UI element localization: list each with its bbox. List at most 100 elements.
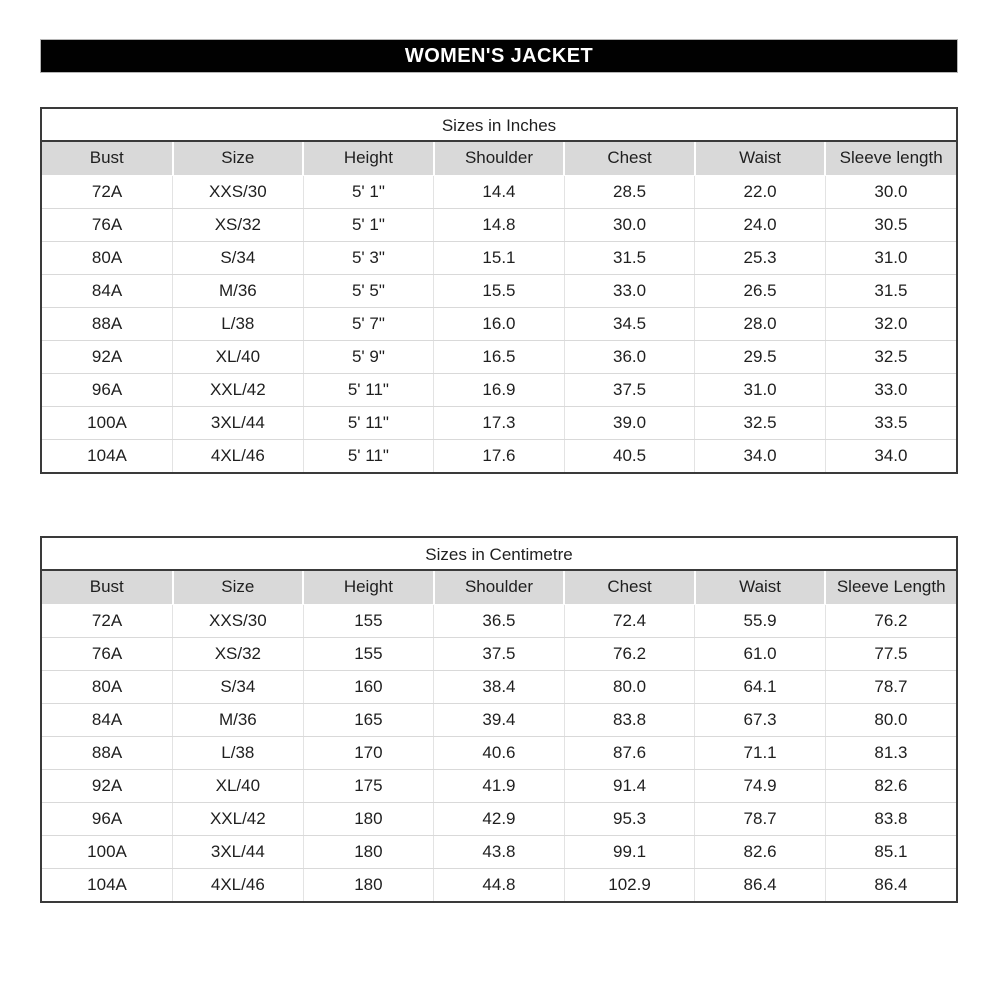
table-cell: 165 <box>303 703 435 737</box>
table-cell: 14.4 <box>433 175 565 209</box>
table-cell: 40.5 <box>564 439 696 472</box>
table-cell: 180 <box>303 802 435 836</box>
table-cell: 61.0 <box>694 637 826 671</box>
table-cell: 71.1 <box>694 736 826 770</box>
table-cell: 5' 3" <box>303 241 435 275</box>
title-banner: WOMEN'S JACKET <box>40 39 958 73</box>
table-row: 96A XXL/42 5' 11" 16.9 37.5 31.0 33.0 <box>42 373 956 407</box>
column-header: Height <box>303 142 435 176</box>
table-cell: 80A <box>42 241 174 275</box>
table-cell: 25.3 <box>694 241 826 275</box>
table-cell: 32.0 <box>825 307 956 341</box>
table-cell: 160 <box>303 670 435 704</box>
table-cell: 96A <box>42 802 174 836</box>
table-cell: XXL/42 <box>172 373 304 407</box>
table-cell: 76.2 <box>564 637 696 671</box>
table-cell: 67.3 <box>694 703 826 737</box>
table-cell: 82.6 <box>825 769 956 803</box>
table-cell: 34.0 <box>694 439 826 472</box>
table-cell: 72A <box>42 604 174 638</box>
table-cell: 76A <box>42 637 174 671</box>
table-cell: 55.9 <box>694 604 826 638</box>
table-cell: 87.6 <box>564 736 696 770</box>
table-row: 92A XL/40 175 41.9 91.4 74.9 82.6 <box>42 769 956 803</box>
table-cell: M/36 <box>172 274 304 308</box>
table-cell: 39.0 <box>564 406 696 440</box>
table-cell: 34.0 <box>874 445 908 465</box>
column-header: Size <box>172 571 305 605</box>
table-cell: S/34 <box>172 670 304 704</box>
table-cell: 16.0 <box>433 307 565 341</box>
centimetre-table-grid: Bust Size Height Shoulder Chest Waist Sleeve L… <box>42 571 956 901</box>
column-header: Bust <box>42 571 174 605</box>
column-header: Chest <box>564 142 696 176</box>
table-row: 72A XXS/30 155 36.5 72.4 55.9 76.2 <box>42 604 956 638</box>
table-cell: 72A <box>42 175 174 209</box>
table-cell: XXS/30 <box>172 175 304 209</box>
table-cell: 16.5 <box>433 340 565 374</box>
table-cell: 38.4 <box>433 670 565 704</box>
table-cell: 17.3 <box>433 406 565 440</box>
table-row: 100A 3XL/44 5' 11" 17.3 39.0 32.5 33.5 <box>42 406 956 440</box>
table-row: 96A XXL/42 180 42.9 95.3 78.7 83.8 <box>42 802 956 836</box>
table-row: 88A L/38 170 40.6 87.6 71.1 81.3 <box>42 736 956 770</box>
table-cell: 5' 7" <box>303 307 435 341</box>
table-cell: 102.9 <box>564 868 696 901</box>
table-cell: 28.0 <box>694 307 826 341</box>
table-cell: 95.3 <box>564 802 696 836</box>
table-row: 92A XL/40 5' 9" 16.5 36.0 29.5 32.5 <box>42 340 956 374</box>
table-cell: 3XL/44 <box>172 406 304 440</box>
table-cell: 22.0 <box>694 175 826 209</box>
table-cell: 96A <box>42 373 174 407</box>
table-cell: 175 <box>303 769 435 803</box>
table-cell: 80.0 <box>564 670 696 704</box>
table-cell: 81.3 <box>825 736 956 770</box>
table-cell: 29.5 <box>694 340 826 374</box>
table-cell: 76.2 <box>825 604 956 638</box>
table-cell: 15.5 <box>433 274 565 308</box>
table-cell: 86.4 <box>874 874 908 894</box>
table-cell: 31.0 <box>825 241 956 275</box>
table-row: 84A M/36 165 39.4 83.8 67.3 80.0 <box>42 703 956 737</box>
table-cell: 36.0 <box>564 340 696 374</box>
table-cell: 32.5 <box>694 406 826 440</box>
table-cell: S/34 <box>172 241 304 275</box>
table-cell: 91.4 <box>564 769 696 803</box>
table-cell: 39.4 <box>433 703 565 737</box>
table-cell: 83.8 <box>825 802 956 836</box>
table-cell: 24.0 <box>694 208 826 242</box>
table-cell: 82.6 <box>694 835 826 869</box>
table-cell: 88A <box>42 307 174 341</box>
table-cell: L/38 <box>172 307 304 341</box>
table-cell: 92A <box>42 340 174 374</box>
inches-table-grid: Bust Size Height Shoulder Chest Waist Sleeve l… <box>42 142 956 472</box>
table-row: 104A 4XL/46 5' 11" 17.6 40.5 34.0 34.0 <box>42 439 956 472</box>
title-banner-text: WOMEN'S JACKET <box>404 44 594 67</box>
column-header: Bust <box>42 142 174 176</box>
table-cell: 4XL/46 <box>172 868 304 901</box>
table-cell: 72.4 <box>564 604 696 638</box>
table-cell: 86.4 <box>694 868 826 901</box>
table-cell: 34.5 <box>564 307 696 341</box>
table-cell: 104A <box>42 868 174 901</box>
table-cell: 44.8 <box>433 868 565 901</box>
table-cell: 80A <box>42 670 174 704</box>
table-cell: 31.0 <box>694 373 826 407</box>
table-cell: 100A <box>42 406 174 440</box>
column-header: Chest <box>564 571 696 605</box>
table-cell: 5' 5" <box>303 274 435 308</box>
table-cell: 5' 11" <box>303 439 435 472</box>
table-cell: L/38 <box>172 736 304 770</box>
table-cell: 5' 11" <box>303 406 435 440</box>
column-header: Sleeve Length <box>825 571 956 605</box>
header-row: Bust Size Height Shoulder Chest Waist Sleeve l… <box>42 142 956 176</box>
table-cell: 33.0 <box>825 373 956 407</box>
table-cell: 100A <box>42 835 174 869</box>
table-cell: 85.1 <box>825 835 956 869</box>
table-cell: 155 <box>303 637 435 671</box>
centimetre-table-title: Sizes in Centimetre <box>42 538 956 571</box>
table-cell: 88A <box>42 736 174 770</box>
table-cell: 99.1 <box>564 835 696 869</box>
table-cell: 5' 1" <box>303 175 435 209</box>
inches-table-title: Sizes in Inches <box>42 109 956 142</box>
